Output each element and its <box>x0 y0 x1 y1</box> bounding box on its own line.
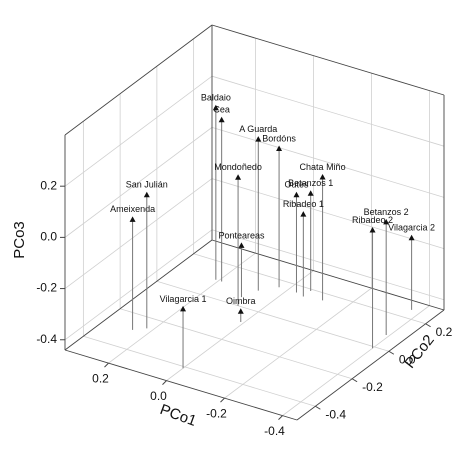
point <box>383 218 390 225</box>
point <box>129 216 136 222</box>
point-label: Vilagarcia 1 <box>160 294 207 304</box>
point <box>307 190 314 196</box>
point-label: Vilagarcia 2 <box>388 223 435 233</box>
y-tick-label: 0.2 <box>436 325 453 339</box>
point-label: A Guarda <box>239 124 277 134</box>
z-tick-label: 0.2 <box>40 178 57 192</box>
point <box>238 242 245 248</box>
grid-line <box>211 229 445 301</box>
x-tick-label: -0.4 <box>264 424 285 438</box>
y-tick-label: -0.4 <box>325 407 346 421</box>
point <box>180 305 187 312</box>
tick-mark <box>425 323 431 328</box>
z-tick-label: -0.2 <box>36 281 57 295</box>
grid-line <box>224 287 372 399</box>
point <box>235 174 242 180</box>
tick-mark <box>315 405 321 410</box>
box-edge <box>211 24 445 96</box>
grid-line <box>120 308 353 380</box>
point-label: Bordóns <box>262 133 296 143</box>
point <box>293 191 300 198</box>
tick-mark <box>278 415 283 420</box>
x-axis-title: PCo1 <box>158 401 199 430</box>
grid-line <box>64 178 213 289</box>
z-axis-title: PCo3 <box>11 221 28 259</box>
x-tick-label: 0.2 <box>92 371 109 385</box>
point <box>218 116 225 123</box>
point <box>276 145 283 152</box>
point <box>408 234 415 241</box>
point-label: Chata Miño <box>300 162 346 172</box>
box-edge <box>64 239 213 351</box>
point-label: Outes <box>284 180 309 190</box>
point <box>300 211 307 217</box>
grid-line <box>64 229 213 341</box>
grid-line <box>211 178 445 249</box>
box-edge <box>64 349 298 421</box>
point-label: Oimbra <box>226 296 256 306</box>
tick-mark <box>388 350 395 355</box>
grid-line <box>156 280 389 352</box>
z-tick-label: 0.0 <box>40 230 57 244</box>
y-tick-label: 0.0 <box>399 352 416 366</box>
grid-line <box>193 253 426 325</box>
box-edge <box>64 24 213 136</box>
point <box>369 227 376 233</box>
point-label: Cea <box>213 105 230 115</box>
grid-line <box>282 305 430 416</box>
point <box>212 104 219 111</box>
point-label: Ribadeo 2 <box>352 215 393 225</box>
grid-line <box>166 270 314 381</box>
y-tick-label: -0.2 <box>362 380 383 394</box>
x-tick-label: 0.0 <box>150 389 167 403</box>
point-label: Betanzos 1 <box>288 178 333 188</box>
point-label: Ribadeo 1 <box>283 199 324 209</box>
point <box>237 308 244 314</box>
x-tick-label: -0.2 <box>206 406 227 420</box>
grid-line <box>83 335 316 407</box>
point-label: Betanzos 2 <box>364 207 409 217</box>
point <box>255 136 262 142</box>
tick-mark <box>220 397 225 403</box>
grid-line <box>64 127 213 238</box>
point-label: Ponteareas <box>218 230 265 240</box>
grid-line <box>211 126 445 198</box>
tick-mark <box>104 362 109 368</box>
point <box>143 191 150 198</box>
point <box>319 174 326 180</box>
tick-mark <box>162 380 167 385</box>
box-edge <box>211 239 445 311</box>
box-edge <box>296 309 445 421</box>
tick-mark <box>351 378 358 383</box>
z-tick-label: -0.4 <box>36 332 57 346</box>
point-label: Mondoñedo <box>214 162 262 172</box>
point-label: Ameixenda <box>110 204 155 214</box>
grid-line <box>211 75 445 147</box>
point-label: Baldaio <box>201 93 231 103</box>
grid-line <box>64 75 213 187</box>
point-label: San Julián <box>126 180 168 190</box>
